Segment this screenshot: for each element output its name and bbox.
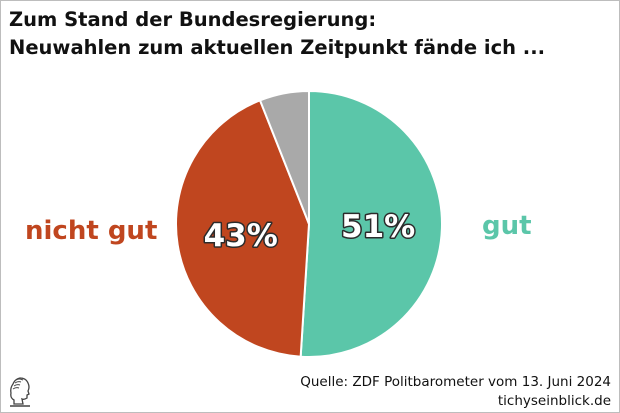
source-site: tichyseinblick.de [497, 393, 611, 409]
legend-label-nicht-gut: nicht gut [25, 216, 158, 246]
legend-label-gut: gut [482, 211, 532, 241]
pie-data-label-nicht-gut: 43% [204, 218, 278, 254]
pie-slice-other [258, 89, 310, 225]
pie-slice-gut [299, 89, 443, 358]
source-text: Quelle: ZDF Politbarometer vom 13. Juni … [300, 374, 611, 390]
classical-bust-icon [10, 377, 30, 407]
chart-title-line-2: Neuwahlen zum aktuellen Zeitpunkt fände … [9, 36, 546, 59]
pie-slice-nicht-gut [175, 99, 311, 358]
chart-title-line-1: Zum Stand der Bundesregierung: [9, 8, 377, 31]
chart-title: Zum Stand der Bundesregierung: Neuwahlen… [9, 6, 545, 62]
source-note: Quelle: ZDF Politbarometer vom 13. Juni … [300, 373, 611, 411]
pie-data-label-gut: 51% [341, 209, 415, 245]
